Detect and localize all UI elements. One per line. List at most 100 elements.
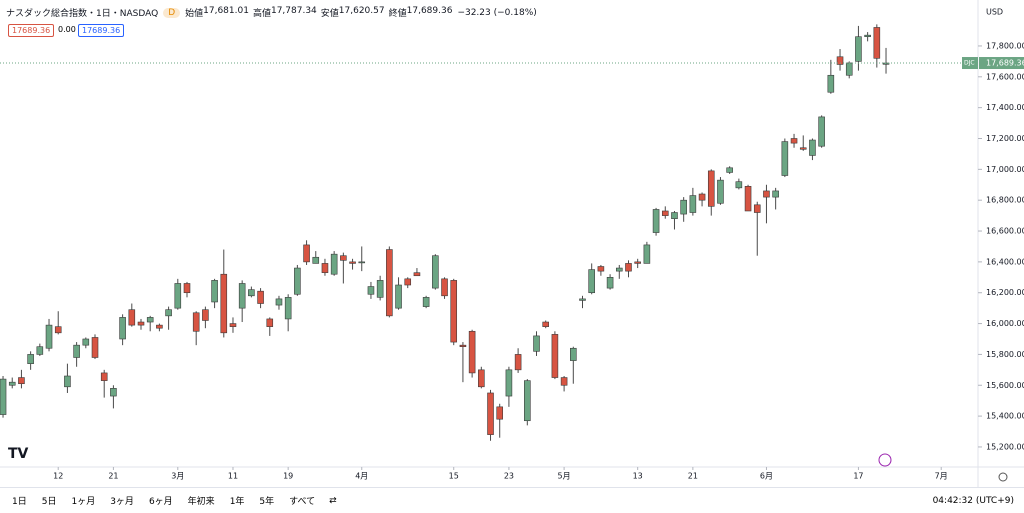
candle-body — [128, 309, 136, 326]
candle-body — [257, 290, 264, 304]
candle-body — [432, 255, 439, 289]
candle-body — [579, 298, 586, 301]
y-tick-label: 15,400.00 — [986, 412, 1024, 421]
y-tick-label: 15,600.00 — [986, 381, 1024, 390]
candle-body — [496, 406, 504, 420]
range-button[interactable]: 年初来 — [187, 497, 215, 507]
range-button[interactable]: すべて — [289, 497, 316, 507]
ohlc-label: 高値 — [252, 9, 271, 19]
candle-body — [873, 27, 881, 59]
candle-body — [671, 212, 678, 219]
candle-body — [606, 277, 614, 289]
candle-body — [404, 278, 412, 286]
candle-body — [91, 337, 99, 358]
ohlc-value: 17,620.57 — [338, 6, 385, 16]
range-button[interactable]: 1年 — [229, 497, 245, 507]
candle-body — [229, 323, 237, 327]
candle-body — [376, 280, 384, 298]
range-button[interactable]: 1日 — [12, 497, 27, 507]
y-tick-label: 16,400.00 — [986, 257, 1024, 266]
candle-body — [45, 324, 53, 349]
candle-body — [864, 34, 871, 38]
compare-icon[interactable]: ⇄ — [329, 495, 337, 506]
candle-body — [248, 289, 255, 297]
candle-body — [64, 375, 71, 388]
x-tick-label: 23 — [504, 472, 514, 481]
range-button[interactable]: 5日 — [41, 497, 57, 507]
x-tick-label: 3月 — [171, 472, 184, 481]
candle-body — [818, 116, 825, 147]
candle-body — [799, 147, 807, 150]
candle-body — [174, 283, 182, 309]
x-tick-label: 21 — [688, 472, 698, 481]
candle-body — [707, 170, 715, 207]
y-tick-label: 17,000.00 — [986, 165, 1024, 174]
candle-body — [284, 297, 292, 320]
spread: 0.00 — [58, 25, 76, 34]
ohlc-value: 17,689.36 — [406, 6, 453, 16]
candle-body — [211, 280, 218, 303]
candle-body — [735, 181, 743, 189]
event-icon[interactable] — [878, 453, 892, 467]
currency[interactable]: USD — [986, 8, 1003, 17]
candle-body — [790, 138, 798, 144]
candle-body — [560, 377, 568, 386]
candle-body — [330, 253, 338, 275]
x-tick-label: 11 — [228, 472, 238, 481]
candle-body — [542, 321, 549, 327]
range-button[interactable]: 1ヶ月 — [71, 497, 96, 507]
y-tick-label: 17,800.00 — [986, 41, 1024, 50]
candle-body — [597, 266, 605, 272]
candle-body — [294, 267, 301, 295]
candle-body — [772, 190, 779, 198]
ask-box[interactable]: 17689.36 — [78, 24, 125, 37]
candle-body — [165, 309, 172, 317]
candle-body — [570, 347, 577, 361]
candle-body — [238, 283, 246, 309]
symbol-tag: DJC — [964, 60, 975, 67]
ohlc-label: 終値 — [388, 9, 407, 19]
y-tick-label: 17,200.00 — [986, 134, 1024, 143]
candle-body — [514, 354, 522, 371]
candle-body — [689, 195, 697, 213]
candle-body — [73, 344, 80, 358]
y-tick-label: 17,400.00 — [986, 103, 1024, 112]
candle-body — [340, 255, 347, 261]
y-tick-label: 16,800.00 — [986, 196, 1024, 205]
candle-body — [441, 278, 448, 297]
candle-body — [468, 330, 476, 374]
candle-body — [100, 372, 108, 381]
change: −32.23 (−0.18%) — [457, 7, 537, 18]
candle-body — [312, 256, 320, 264]
legend-header: ナスダック総合指数・1日・NASDAQ D 始値 17,681.01 高値 17,78… — [6, 6, 537, 19]
candle-body — [836, 56, 844, 65]
settings-icon[interactable] — [998, 472, 1008, 482]
candle-body — [680, 199, 687, 215]
range-button[interactable]: 6ヶ月 — [148, 497, 173, 507]
interval-badge[interactable]: D — [163, 7, 181, 18]
range-button[interactable]: 5年 — [259, 497, 275, 507]
last-price-label: 17,689.36 — [986, 59, 1024, 68]
candle-body — [717, 179, 724, 204]
x-tick-label: 13 — [633, 472, 643, 481]
bid-box[interactable]: 17689.36 — [8, 24, 55, 37]
candle-body — [266, 318, 274, 327]
y-tick-label: 15,200.00 — [986, 442, 1024, 451]
candle-body — [524, 380, 531, 422]
tv-logo[interactable]: TV — [8, 446, 29, 462]
candle-body — [275, 298, 283, 306]
candle-body — [82, 338, 90, 346]
candle-body — [625, 263, 632, 272]
candle-body — [753, 204, 761, 213]
candle-body — [781, 141, 789, 176]
candle-body — [0, 378, 7, 415]
range-button[interactable]: 3ヶ月 — [110, 497, 134, 507]
x-tick-label: 7月 — [935, 472, 948, 481]
candle-body — [809, 139, 816, 156]
candle-body — [303, 244, 310, 263]
x-tick-label: 12 — [53, 472, 63, 481]
candle-body — [827, 74, 835, 93]
candle-body — [8, 381, 16, 386]
chart: USD TV 15,200.00 15,400.00 15,600.00 15,800… — [0, 0, 1024, 487]
ohlc-label: 安値 — [320, 9, 339, 19]
